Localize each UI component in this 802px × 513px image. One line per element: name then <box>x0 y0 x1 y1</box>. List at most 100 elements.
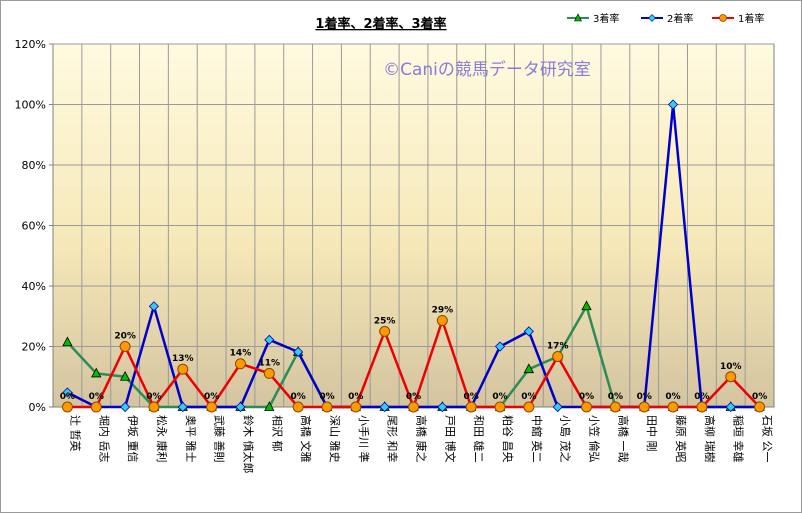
data-label: 0% <box>637 392 652 402</box>
data-point <box>119 341 131 352</box>
data-point <box>581 300 592 311</box>
data-point <box>206 401 218 413</box>
data-point <box>609 401 621 413</box>
x-category-label: 藤原 英昭 <box>674 415 688 463</box>
data-point <box>62 336 73 347</box>
series-layer <box>61 99 766 413</box>
data-point <box>667 401 679 413</box>
legend-marker <box>648 14 656 22</box>
data-label: 14% <box>230 349 252 359</box>
y-tick-label: 120% <box>15 38 46 51</box>
data-point <box>552 401 563 413</box>
x-category-label: 戸田 博文 <box>443 415 457 463</box>
legend-marker <box>719 14 727 22</box>
data-point <box>62 387 73 398</box>
data-point <box>264 334 275 345</box>
data-point <box>638 401 650 413</box>
data-point <box>321 401 333 413</box>
series-3 <box>61 314 766 413</box>
data-point <box>91 367 102 378</box>
x-category-label: 小笠 倫弘 <box>588 415 602 463</box>
data-label: 11% <box>259 358 281 368</box>
data-point <box>523 326 534 337</box>
legend: 3着率 2着率 1着率 <box>567 12 764 25</box>
x-category-label: 小手川 準 <box>357 415 371 463</box>
data-point <box>234 358 246 370</box>
y-tick-label: 0% <box>29 401 46 414</box>
x-category-label: 伊坂 重信 <box>126 415 140 463</box>
x-category-label: 深山 雅史 <box>328 415 342 463</box>
x-category-label: 松永 康利 <box>155 415 169 463</box>
x-category-label: 粕谷 昌央 <box>501 415 515 463</box>
data-point <box>408 401 419 413</box>
data-point <box>119 370 131 381</box>
data-point <box>696 401 708 413</box>
x-category-label: 石坂 公一 <box>761 415 774 463</box>
y-tick-label: 60% <box>22 220 46 233</box>
data-point <box>523 401 535 413</box>
y-axis: 0% 20% 40% 60% 80% 100% 120% <box>15 38 54 414</box>
data-label: 0% <box>348 392 363 402</box>
data-label: 0% <box>204 392 219 402</box>
data-label: 0% <box>665 392 680 402</box>
x-category-label: 相沢 郁 <box>270 415 284 452</box>
legend-label: 3着率 <box>593 12 619 25</box>
x-category-label: 和田 雄二 <box>472 415 486 463</box>
x-category-label: 稲垣 幸雄 <box>732 415 746 463</box>
y-tick-label: 80% <box>22 159 46 172</box>
data-label: 0% <box>89 392 104 402</box>
data-point <box>494 401 506 413</box>
legend-label: 2着率 <box>667 12 693 25</box>
data-label: 0% <box>406 392 421 402</box>
data-point <box>379 325 391 337</box>
chart-title: 1着率、2着率、3着率 <box>315 16 446 32</box>
data-label: 0% <box>319 392 334 402</box>
y-tick-label: 100% <box>15 99 46 112</box>
data-point <box>667 99 679 110</box>
x-category-label: 辻 哲英 <box>68 415 82 452</box>
x-category-label: 高橋 文雅 <box>299 415 313 463</box>
data-label: 0% <box>521 392 536 402</box>
data-label: 0% <box>752 392 767 402</box>
data-point <box>61 401 73 413</box>
legend-marker <box>574 13 582 22</box>
data-point <box>148 401 160 413</box>
data-label: 13% <box>172 354 194 364</box>
x-category-label: 尾形 和幸 <box>386 415 399 463</box>
data-label: 0% <box>464 392 479 402</box>
data-point <box>494 341 506 352</box>
grid-lines <box>53 43 774 407</box>
data-point <box>552 350 564 362</box>
data-label: 0% <box>146 392 161 402</box>
data-point <box>293 346 304 358</box>
x-category-label: 高橋 康之 <box>415 415 429 463</box>
data-point <box>148 301 160 312</box>
data-point <box>263 367 275 379</box>
x-axis: 辻 哲英 堀内 岳志 伊坂 重信 松永 康利 奥平 雅士 武藤 善則 鈴木 慎太郎 相沢 郁 高… <box>68 415 773 474</box>
data-point <box>292 401 304 413</box>
y-tick-label: 40% <box>22 280 46 293</box>
data-label: 17% <box>547 341 569 351</box>
data-point <box>350 401 362 413</box>
data-point <box>177 363 189 375</box>
x-category-label: 鈴木 慎太郎 <box>241 415 255 474</box>
data-point <box>725 371 737 383</box>
watermark: ©Caniの競馬データ研究室 <box>383 59 591 80</box>
data-labels: 0% 0% 20% 0% 13% 0% 14% 11% 0% 0% 0% 25% 0% 29% 0% 0% 0%… <box>60 305 767 402</box>
data-label: 20% <box>114 332 136 342</box>
x-category-label: 奥平 雅士 <box>184 415 198 463</box>
data-label: 0% <box>60 392 75 402</box>
y-tick-label: 20% <box>22 341 46 354</box>
x-category-label: 田中 剛 <box>645 415 658 452</box>
data-label: 0% <box>290 392 305 402</box>
data-point <box>437 401 448 413</box>
x-category-label: 武藤 善則 <box>213 415 227 463</box>
data-label: 0% <box>608 392 623 402</box>
data-point <box>177 401 188 413</box>
data-label: 29% <box>432 305 454 315</box>
data-label: 0% <box>694 392 709 402</box>
x-category-label: 小島 茂之 <box>559 415 573 463</box>
data-label: 0% <box>579 392 594 402</box>
